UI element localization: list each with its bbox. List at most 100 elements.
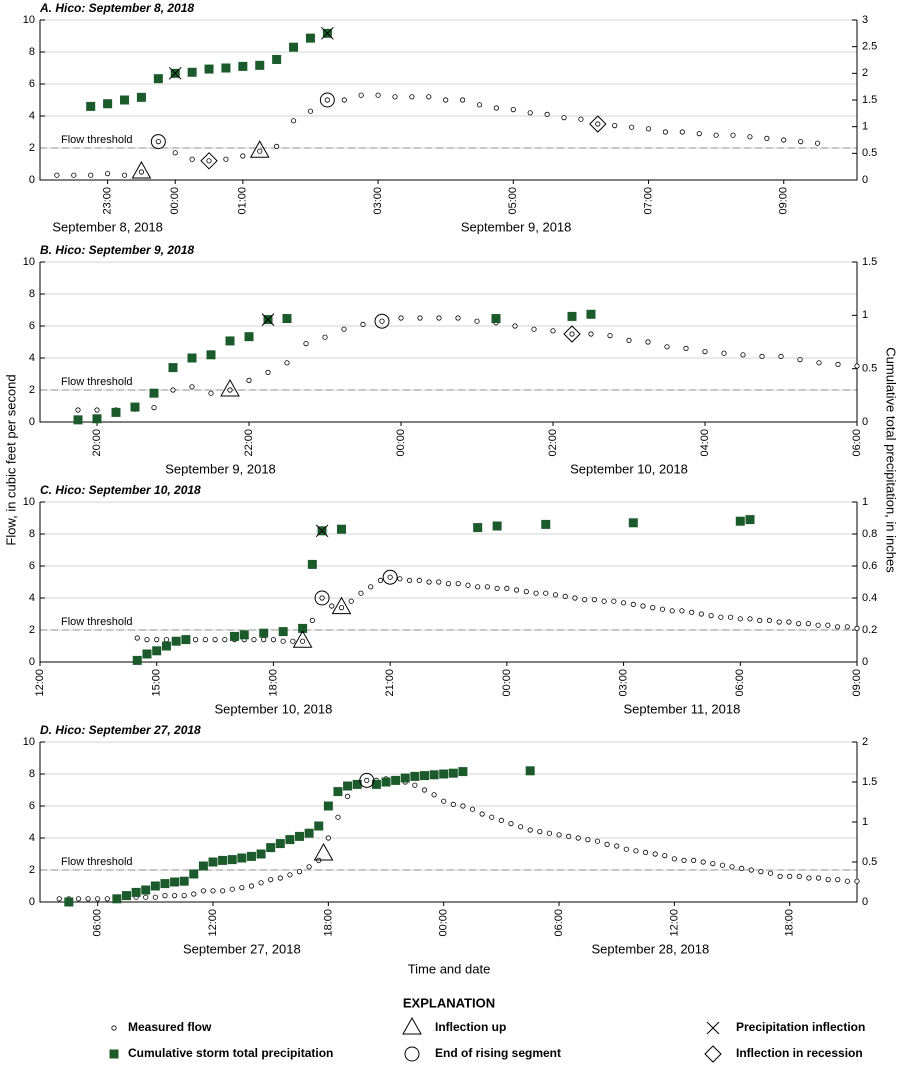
marker-circle-small [375,92,381,98]
marker-square [314,821,324,831]
marker-circle-small [825,622,831,628]
marker-square [150,881,160,891]
marker-square [187,67,197,77]
panel-title: D. Hico: September 27, 2018 [40,723,201,737]
marker-square [136,92,146,102]
legend-label: Inflection in recession [736,1046,863,1060]
marker-square [92,414,102,424]
marker-circle-small [645,339,651,345]
marker-circle-small [189,156,195,162]
marker-circle-small [719,862,726,868]
marker-circle-small [138,169,145,175]
marker-square [256,849,266,859]
marker-triangle [313,842,334,861]
marker-circle-small [223,156,229,162]
marker-circle-small [455,580,461,587]
marker-circle-small [767,870,774,876]
x-axis-label: Time and date [408,961,491,976]
marker-square [141,885,151,895]
marker-square [289,42,299,52]
marker-square [448,768,458,778]
y2-tick-label: 1 [862,496,868,508]
marker-circle-small [730,132,736,138]
y-tick-label: 4 [29,110,35,122]
marker-circle-small [436,315,442,321]
threshold-label: Flow threshold [61,376,133,388]
marker-circle-small [364,777,370,784]
y2-tick-label: 0 [862,174,868,186]
marker-circle-small [212,636,218,643]
x-tick-label: 12:00 [668,909,680,937]
marker-circle-small [251,636,257,643]
y2-tick-label: 2.5 [862,41,877,53]
y-tick-label: 0 [29,656,35,668]
marker-circle-small [614,843,620,849]
x-tick-label: 15:00 [151,669,163,697]
marker-square [149,388,159,398]
marker-circle-small [798,139,804,145]
marker-circle-small [569,331,575,337]
y2-tick-label: 3 [862,14,868,26]
marker-circle-small [718,614,724,620]
legend-label: Cumulative storm total precipitation [128,1046,333,1060]
marker-circle-small [258,880,264,886]
marker-circle-small [469,806,476,812]
marker-square [259,628,269,638]
marker-square [282,314,292,324]
marker-circle-small [360,321,366,327]
axes [39,262,858,423]
marker-circle-small [324,97,330,103]
marker-circle-small [191,891,197,897]
y2-tick-label: 0.6 [862,560,877,572]
marker-circle-small [493,105,499,111]
x-tick-label: 01:00 [237,187,249,215]
y-tick-label: 8 [29,528,35,540]
marker-square [305,33,315,43]
marker-circle-small [476,102,483,108]
marker-square [237,853,247,863]
marker-circle-small [202,636,208,643]
marker-circle-small [550,328,556,334]
marker-triangle [131,160,152,179]
y2-tick-label: 2 [862,67,868,79]
marker-circle-small [300,638,306,644]
marker-square [298,623,308,633]
marker-circle-small [739,865,745,872]
legend-symbol [704,1045,722,1063]
marker-square [307,559,317,569]
marker-square [275,839,285,849]
marker-square [295,831,305,841]
marker-square [400,773,410,783]
marker-square [103,99,113,109]
marker-circle-small [702,348,708,355]
marker-circle-small [75,896,82,902]
marker-circle-small [455,315,461,321]
marker-square [131,887,141,897]
marker-circle-small [777,873,783,880]
y2-tick-label: 0 [862,896,868,908]
marker-circle-small [296,868,303,875]
marker-square [152,646,162,656]
marker-square [179,876,189,886]
marker-circle-small [662,129,669,135]
marker-circle-small [105,171,111,177]
y-tick-label: 10 [23,496,35,508]
date-label: September 9, 2018 [165,461,276,476]
marker-circle-small [805,620,811,627]
marker-circle-small [379,318,385,324]
marker-circle-small [650,604,656,611]
marker-circle-small [104,896,110,902]
marker-square [525,766,535,776]
marker-square [255,60,265,70]
marker-circle-small [465,582,471,588]
marker-circle-small [854,878,860,884]
date-label: September 8, 2018 [52,219,163,234]
marker-circle-small [344,793,351,800]
marker-square [304,828,314,838]
marker-square [586,309,596,319]
marker-square [337,524,347,534]
marker-circle-small [306,864,312,870]
y-tick-label: 10 [23,736,35,748]
marker-square [239,630,249,640]
marker-circle-small [322,334,328,340]
